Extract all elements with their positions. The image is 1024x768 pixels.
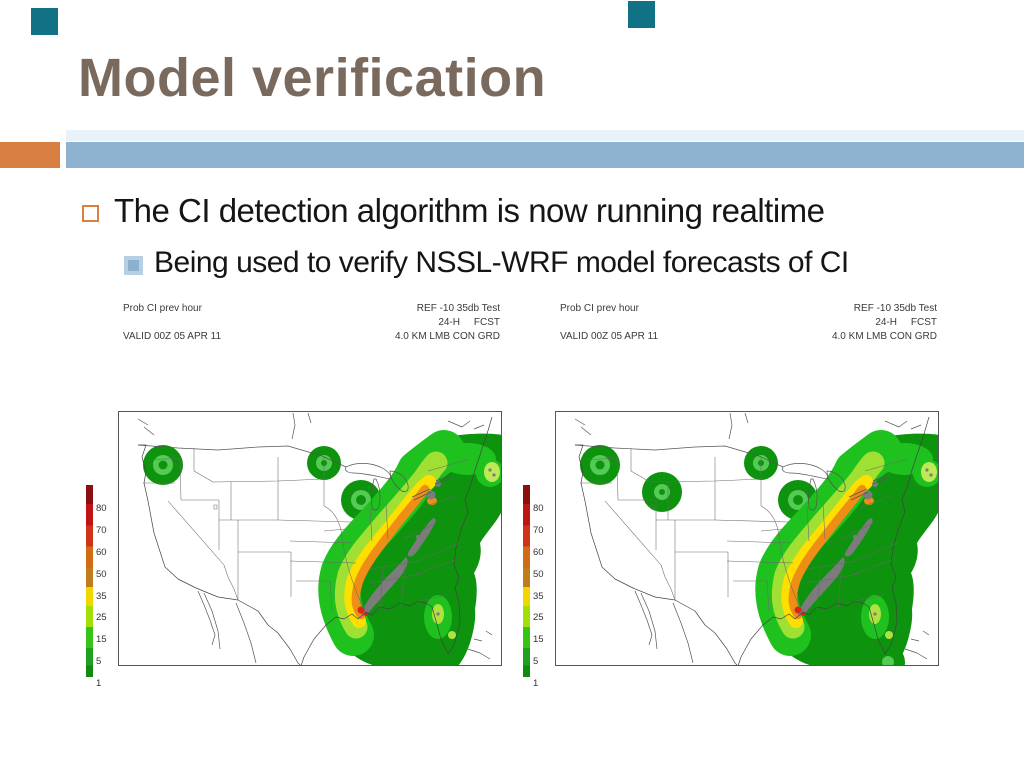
bullet-level2-square-icon bbox=[124, 256, 143, 275]
bullet-level1-square-icon bbox=[82, 205, 99, 222]
map-panel-right: Prob CI prev hour VALID 00Z 05 APR 11 RE… bbox=[523, 302, 939, 689]
colorbar-tick: 50 bbox=[96, 568, 107, 580]
colorbar-tick: 80 bbox=[533, 503, 544, 514]
colorbar-tick: 25 bbox=[533, 612, 544, 624]
colorbar-labels-left: 80 70 60 50 35 25 15 5 1 bbox=[96, 504, 114, 689]
map-right-header-valid: VALID 00Z 05 APR 11 bbox=[560, 331, 659, 342]
colorbar-gradient-left bbox=[86, 485, 93, 677]
deco-teal-square-right bbox=[628, 1, 655, 28]
map-left-header-valid: VALID 00Z 05 APR 11 bbox=[123, 331, 222, 342]
colorbar-tick: 60 bbox=[533, 546, 544, 558]
colorbar-tick: 70 bbox=[96, 524, 107, 536]
map-right-header-ref: REF -10 35db Test bbox=[853, 303, 937, 314]
colorbar-tick: 15 bbox=[96, 634, 107, 646]
colorbar-tick: 25 bbox=[96, 612, 107, 624]
us-map-right bbox=[555, 411, 939, 666]
deco-blue-bar bbox=[66, 142, 1024, 168]
map-panel-left: Prob CI prev hour VALID 00Z 05 APR 11 RE… bbox=[86, 302, 502, 689]
colorbar-tick: 50 bbox=[533, 568, 544, 580]
map-right-header-fcst: 24-H FCST bbox=[875, 317, 937, 328]
us-map-left bbox=[118, 411, 502, 666]
map-left-header-product: Prob CI prev hour bbox=[123, 303, 202, 314]
colorbar-tick: 80 bbox=[96, 503, 107, 514]
map-right-header-grid: 4.0 KM LMB CON GRD bbox=[831, 331, 937, 342]
colorbar-tick: 35 bbox=[533, 590, 544, 602]
colorbar-tick: 5 bbox=[96, 656, 102, 668]
colorbar-tick: 5 bbox=[533, 656, 539, 668]
map-left-header: Prob CI prev hour VALID 00Z 05 APR 11 RE… bbox=[123, 302, 500, 346]
deco-teal-square-left bbox=[31, 8, 58, 35]
map-left-header-ref: REF -10 35db Test bbox=[416, 303, 500, 314]
colorbar-tick: 70 bbox=[533, 524, 544, 536]
colorbar-tick: 1 bbox=[533, 678, 539, 689]
colorbar-tick: 60 bbox=[96, 546, 107, 558]
colorbar-gradient-right bbox=[523, 485, 530, 677]
map-right-header: Prob CI prev hour VALID 00Z 05 APR 11 RE… bbox=[560, 302, 937, 346]
colorbar-tick: 15 bbox=[533, 634, 544, 646]
map-left-header-fcst: 24-H FCST bbox=[438, 317, 500, 328]
bullet-2-text: Being used to verify NSSL-WRF model fore… bbox=[154, 246, 849, 279]
map-right-header-product: Prob CI prev hour bbox=[560, 303, 639, 314]
colorbar-tick: 35 bbox=[96, 590, 107, 602]
bullet-1-text: The CI detection algorithm is now runnin… bbox=[114, 192, 825, 229]
map-left-header-grid: 4.0 KM LMB CON GRD bbox=[394, 331, 500, 342]
deco-orange-block bbox=[0, 142, 60, 168]
colorbar-labels-right: 80 70 60 50 35 25 15 5 1 bbox=[533, 504, 551, 689]
colorbar-tick: 1 bbox=[96, 678, 102, 689]
deco-light-strip bbox=[66, 130, 1024, 141]
slide-title: Model verification bbox=[78, 48, 547, 108]
